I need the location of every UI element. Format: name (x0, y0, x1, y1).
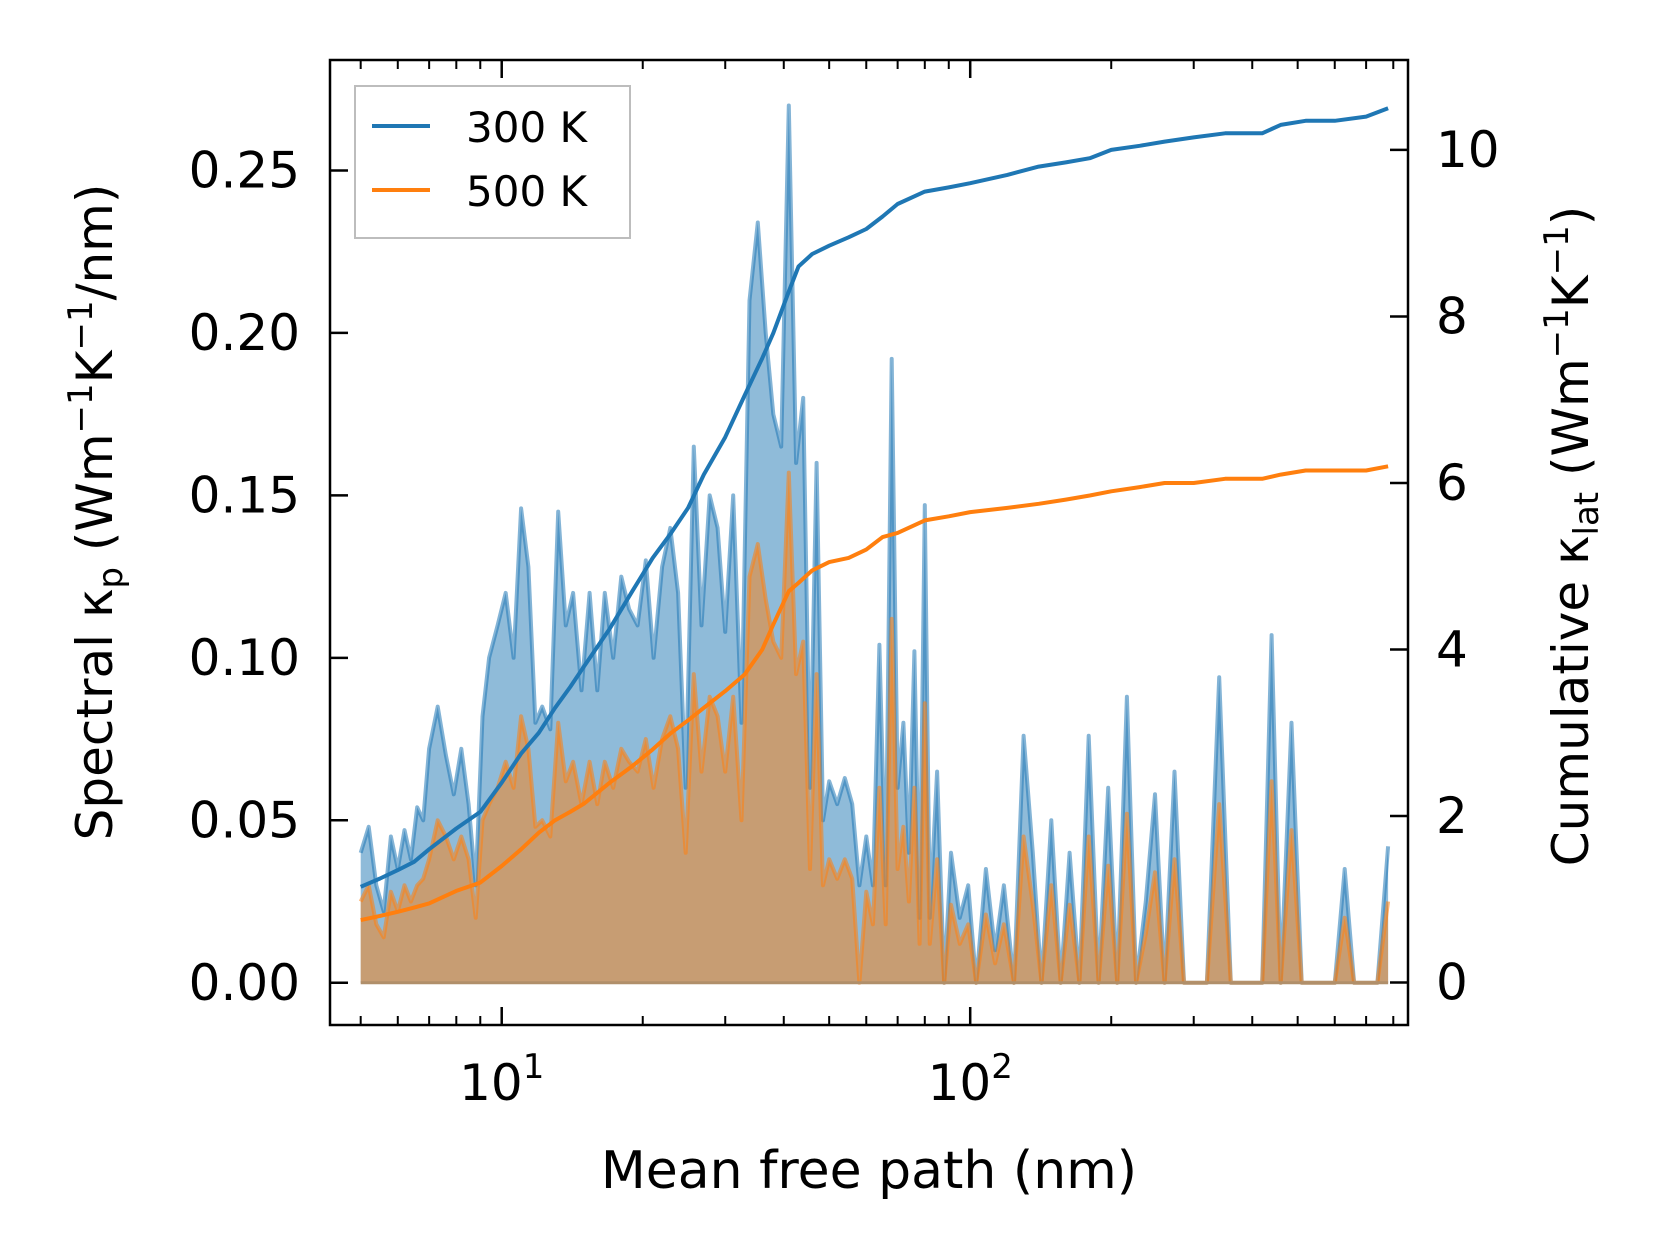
y-left-tick-label: 0.15 (189, 466, 300, 524)
plot-frame (328, 58, 1410, 1027)
x-tick-label: 101 (459, 1047, 544, 1112)
legend-label-300k: 300 K (466, 103, 589, 152)
legend: 300 K 500 K (354, 85, 631, 239)
300-k-cumulative-line (359, 106, 1389, 889)
y-left-tick-label: 0.25 (189, 141, 300, 199)
cumulative-lines (359, 106, 1389, 923)
x-tick-label: 102 (928, 1047, 1013, 1112)
y-left-tick-label: 0.05 (189, 791, 300, 849)
500-k-spectral-line (358, 470, 1391, 985)
legend-label-500k: 500 K (466, 167, 589, 216)
500-k-cumulative-line (360, 464, 1389, 923)
y-right-axis-ticks: 0 2 4 6 8 10 (1390, 121, 1500, 1012)
y-left-tick-label: 0.10 (189, 629, 300, 687)
y-left-tick-label: 0.20 (189, 304, 300, 362)
x-axis-label: Mean free path (nm) (601, 1141, 1137, 1201)
y-right-axis-label: Cumulative κlat (Wm−1K−1) (1537, 206, 1607, 866)
y-right-tick-label: 4 (1436, 620, 1468, 678)
y-right-tick-label: 0 (1436, 954, 1468, 1012)
y-right-tick-label: 2 (1436, 787, 1468, 845)
y-left-tick-label: 0.00 (189, 954, 300, 1012)
y-left-axis-label: Spectral κp (Wm−1K−1/nm) (61, 184, 131, 841)
legend-box (354, 85, 631, 239)
y-right-tick-label: 10 (1436, 121, 1500, 179)
x-axis-ticks: 101 102 (359, 60, 1395, 1112)
y-right-tick-label: 8 (1436, 287, 1468, 345)
500-k-spectral-area (360, 472, 1389, 983)
y-left-axis-ticks: 0.00 0.05 0.10 0.15 0.20 0.25 (189, 141, 348, 1012)
y-right-tick-label: 6 (1436, 454, 1468, 512)
spectral-areas (358, 103, 1391, 985)
